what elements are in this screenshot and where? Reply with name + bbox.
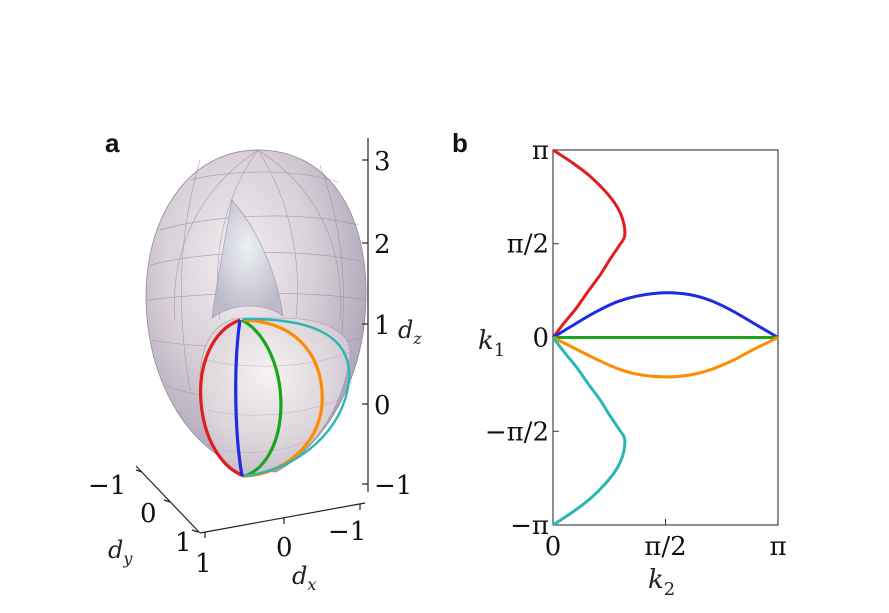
y-tick-label: 0 [532, 324, 549, 354]
curve-red [199, 318, 245, 478]
x-axis-label: k2 [648, 565, 675, 600]
dz-tick-label: 0 [374, 391, 391, 421]
dz-ticks [362, 159, 368, 485]
curve-cyan [243, 317, 351, 478]
dy-ticks [135, 469, 199, 533]
panel-b-label: b [452, 128, 468, 158]
series-line [551, 148, 627, 339]
curve-green [241, 318, 283, 478]
dy-axis [135, 465, 201, 534]
series-line [552, 291, 779, 339]
dy-tick-label: −1 [88, 471, 126, 501]
dx-axis [199, 502, 366, 534]
dx-tick-label: 1 [195, 549, 212, 579]
y-tick-label: π [532, 136, 549, 166]
dy-tick-label: 0 [140, 499, 157, 529]
plot-tick-labels: ππ/20−π/2−π0 π/2 π [485, 136, 787, 562]
torus-dimple [211, 199, 284, 319]
dx-axis-label: dx [292, 562, 316, 594]
dz-tick-label: 2 [374, 230, 391, 260]
dz-tick-label: 1 [374, 311, 391, 341]
dx-tick-label: 0 [276, 533, 293, 563]
curve-blue [234, 319, 244, 477]
dy-tick-label: 1 [175, 528, 192, 558]
y-tick-label: −π/2 [485, 417, 549, 447]
y-axis-label: k1 [478, 326, 505, 361]
panel-a: a [88, 128, 422, 594]
x-tick-label: 0 [545, 532, 562, 562]
inner-sphere [199, 317, 351, 477]
y-tick-label: π/2 [507, 230, 549, 260]
dz-axis-label: dz [398, 316, 422, 348]
dz-tick-label: 3 [374, 147, 391, 177]
series-line [551, 336, 627, 527]
panel-b: b ππ/20−π/2−π0 π/2 π k1 k2 [452, 128, 787, 600]
dx-tick-label: −1 [328, 517, 366, 547]
dx-ticks [204, 504, 361, 538]
dz-tick-label: −1 [374, 471, 412, 501]
y-tick-label: −π [510, 511, 549, 541]
dy-axis-label: dy [108, 536, 133, 568]
x-tick-label: π [769, 532, 786, 562]
x-tick-label: π/2 [644, 532, 686, 562]
series-line [552, 336, 779, 379]
plot-series [551, 148, 779, 527]
panel-a-label: a [105, 128, 120, 158]
